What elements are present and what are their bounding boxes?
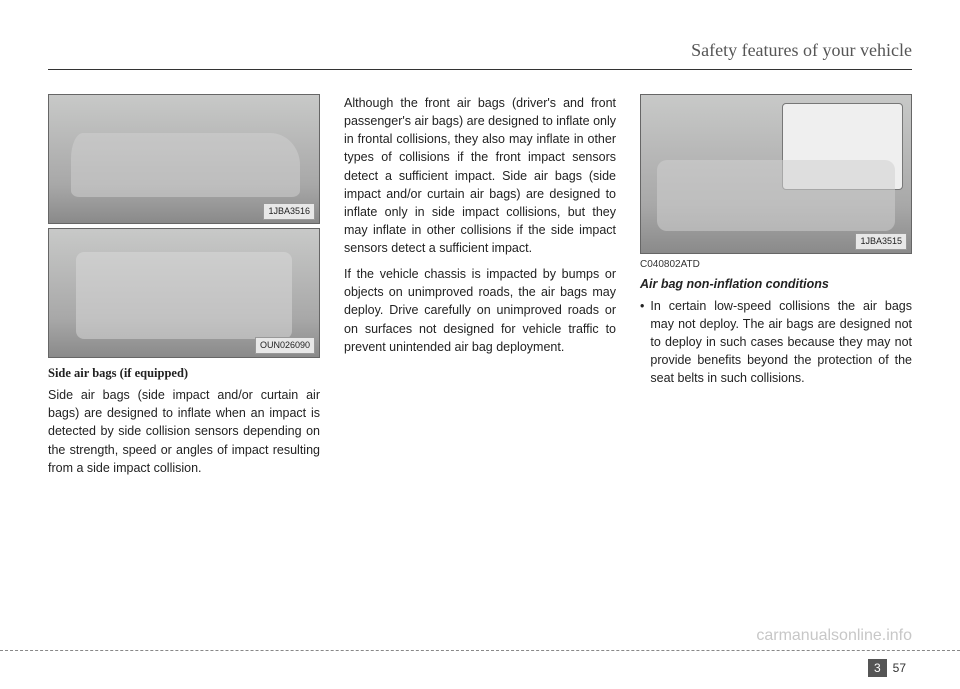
column-2: Although the front air bags (driver's an… <box>344 94 616 477</box>
non-inflation-heading: Air bag non-inflation conditions <box>640 275 912 293</box>
section-number: 3 <box>868 659 887 677</box>
figure-side-collision: 1JBA3516 <box>48 94 320 224</box>
front-airbags-paragraph: Although the front air bags (driver's an… <box>344 94 616 257</box>
watermark: carmanualsonline.info <box>756 627 912 645</box>
reference-code: C040802ATD <box>640 258 912 273</box>
column-3: 1JBA3515 C040802ATD Air bag non-inflatio… <box>640 94 912 477</box>
column-1: 1JBA3516 OUN026090 Side air bags (if equ… <box>48 94 320 477</box>
interior-illustration <box>76 252 292 339</box>
non-inflation-text: In certain low-speed collisions the air … <box>650 297 912 388</box>
footer-divider <box>0 650 960 651</box>
chassis-impact-paragraph: If the vehicle chassis is impacted by bu… <box>344 265 616 356</box>
figure-curtain-airbag: OUN026090 <box>48 228 320 358</box>
section-title: Safety features of your vehicle <box>691 40 912 60</box>
spacer <box>344 257 616 265</box>
side-airbags-heading: Side air bags (if equipped) <box>48 364 320 382</box>
non-inflation-bullet: • In certain low-speed collisions the ai… <box>640 297 912 388</box>
figure-label: 1JBA3515 <box>855 233 907 250</box>
car-illustration <box>71 133 301 197</box>
page-number: 3 57 <box>868 659 912 677</box>
figure-label: OUN026090 <box>255 337 315 354</box>
bullet-marker: • <box>640 297 644 388</box>
content-columns: 1JBA3516 OUN026090 Side air bags (if equ… <box>48 94 912 477</box>
figure-rear-collision: 1JBA3515 <box>640 94 912 254</box>
side-airbags-body: Side air bags (side impact and/or curtai… <box>48 386 320 477</box>
figure-label: 1JBA3516 <box>263 203 315 220</box>
page-header: Safety features of your vehicle <box>48 40 912 70</box>
rear-cars-illustration <box>657 160 895 231</box>
page-number-value: 57 <box>887 659 912 677</box>
